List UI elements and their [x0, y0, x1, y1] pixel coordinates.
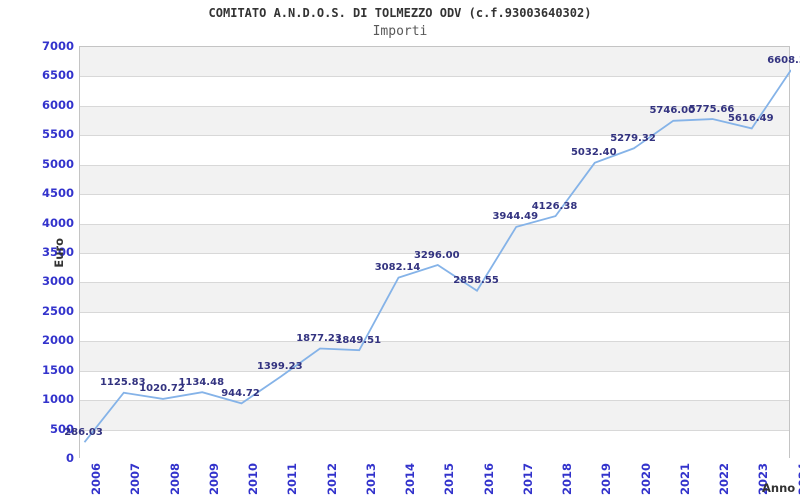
y-tick-label: 0 [65, 451, 74, 465]
y-tick-label: 5500 [41, 127, 74, 142]
value-label: 3296.00 [413, 249, 460, 261]
plot-band [80, 370, 789, 401]
gridline [80, 135, 789, 137]
plot-band [80, 253, 789, 283]
x-tick-label: 2010 [246, 463, 260, 496]
y-tick-label: 500 [49, 421, 74, 436]
x-tick-label: 2007 [128, 463, 143, 496]
value-label: 1849.51 [335, 334, 382, 346]
value-label: 1399.23 [256, 361, 303, 373]
value-label: 5746.00 [649, 105, 696, 117]
x-tick-label: 2020 [638, 463, 653, 496]
plot-band [80, 429, 789, 459]
y-tick-label: 2000 [41, 333, 74, 348]
plot-band [80, 105, 789, 136]
plot-band [80, 282, 789, 312]
plot-band [80, 47, 789, 77]
x-tick-label: 2016 [481, 463, 496, 496]
gridline [80, 282, 789, 284]
y-tick-label: 4000 [41, 215, 74, 230]
gridline [80, 429, 789, 431]
x-tick-label: 2015 [442, 463, 457, 496]
value-label: 1020.72 [139, 383, 185, 395]
value-label: 6608.37 [767, 54, 800, 66]
value-label: 5775.66 [688, 103, 735, 115]
chart-subtitle: Importi [372, 24, 428, 39]
value-label: 5616.49 [727, 112, 774, 124]
x-tick-label: 2009 [206, 463, 221, 496]
x-tick-label: 2011 [285, 463, 300, 496]
gridline [80, 370, 789, 372]
x-tick-label: 2014 [403, 463, 417, 496]
value-label: 4126.38 [531, 200, 578, 212]
gridline [80, 341, 789, 343]
plot-band [80, 164, 789, 195]
x-tick-label: 2008 [167, 463, 182, 496]
value-label: 286.03 [64, 426, 103, 438]
value-label: 2858.55 [453, 275, 499, 287]
x-tick-label: 2006 [89, 463, 103, 496]
value-label: 1134.48 [178, 376, 225, 388]
value-label: 1125.83 [99, 377, 146, 389]
x-tick-label: 2013 [363, 463, 378, 496]
x-axis-title: Anno [762, 481, 796, 495]
y-tick-label: 3000 [41, 274, 74, 289]
y-tick-label: 2500 [41, 303, 74, 318]
x-tick-label: 2017 [520, 463, 535, 496]
chart-title: COMITATO A.N.D.O.S. DI TOLMEZZO ODV (c.f… [208, 6, 592, 20]
gridline [80, 76, 789, 78]
plot-band [80, 223, 789, 253]
plot-band [80, 311, 789, 342]
gridline [80, 253, 789, 254]
value-label: 944.72 [221, 387, 260, 399]
plot-band [80, 400, 789, 430]
gridline [80, 311, 789, 313]
y-tick-label: 5000 [41, 156, 74, 171]
value-label: 5032.40 [570, 147, 617, 159]
x-tick-label: 2024 [795, 463, 800, 496]
gridline [80, 105, 789, 107]
x-tick-label: 2021 [677, 463, 692, 496]
plot-band [80, 76, 789, 106]
value-label: 3082.14 [374, 262, 421, 274]
value-label: 5279.32 [610, 132, 656, 144]
y-tick-label: 1000 [41, 392, 74, 407]
plot-area [79, 46, 791, 459]
y-tick-label: 6500 [41, 68, 74, 83]
y-tick-label: 4500 [41, 186, 74, 201]
x-tick-label: 2019 [599, 463, 614, 496]
y-tick-label: 1500 [41, 362, 74, 377]
plot-band [80, 194, 789, 224]
value-label: 3944.49 [492, 211, 539, 223]
series-line [83, 69, 791, 443]
gridline [80, 164, 789, 166]
plot-band [80, 135, 789, 165]
y-tick-label: 7000 [41, 39, 74, 53]
y-tick-label: 3500 [41, 245, 74, 259]
gridline [80, 400, 789, 402]
y-axis-title: Euro [52, 238, 66, 268]
plot-band [80, 341, 789, 371]
gridline [80, 223, 789, 225]
x-tick-label: 2012 [324, 463, 339, 496]
value-label: 1877.23 [296, 333, 342, 344]
line-series [83, 69, 791, 443]
y-tick-label: 6000 [41, 97, 74, 112]
x-tick-label: 2022 [717, 463, 731, 496]
gridline [80, 194, 789, 196]
x-tick-label: 2018 [560, 463, 574, 496]
